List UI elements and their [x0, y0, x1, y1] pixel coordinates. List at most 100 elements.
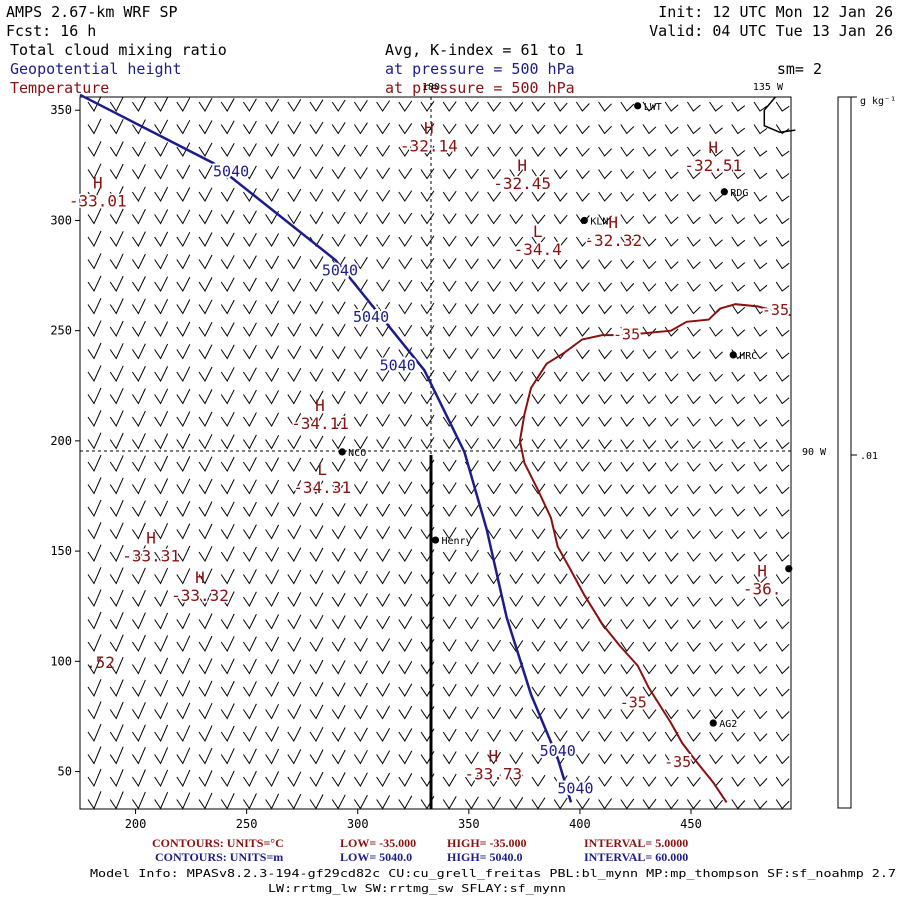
wind-barb	[731, 146, 746, 157]
wind-barb	[575, 551, 590, 562]
wind-barb	[176, 702, 191, 720]
wind-barb	[398, 414, 413, 427]
wind-barb	[353, 256, 368, 270]
wind-barb	[331, 346, 346, 360]
wind-barb	[509, 236, 524, 247]
wind-barb	[753, 101, 768, 112]
wind-barb	[753, 484, 768, 495]
wind-barb	[442, 751, 457, 765]
wind-barb	[598, 798, 613, 810]
wind-barb	[686, 641, 701, 652]
wind-barb	[287, 390, 302, 405]
wind-barb	[620, 236, 635, 247]
wind-barb	[775, 281, 790, 292]
wind-barb	[442, 213, 457, 225]
y-axis-tick-label: 50	[58, 765, 72, 779]
wind-barb	[265, 367, 280, 382]
wind-barb	[664, 146, 679, 157]
wind-barb	[553, 191, 568, 202]
wind-barb	[287, 592, 302, 607]
wind-barb	[220, 322, 235, 337]
wind-barb	[664, 596, 679, 607]
wind-barb	[154, 186, 169, 202]
wind-barb	[553, 461, 568, 472]
wind-barb	[109, 118, 124, 135]
wind-barb	[709, 664, 723, 675]
wind-barb	[109, 343, 124, 360]
wind-barb	[220, 792, 235, 810]
wind-barb	[353, 593, 368, 607]
wind-barb	[309, 144, 324, 157]
wind-barb	[642, 281, 657, 292]
wind-barb	[265, 502, 280, 517]
wind-barb	[131, 96, 146, 112]
wind-barb	[753, 326, 768, 337]
wind-barb	[753, 551, 768, 562]
wind-barb	[509, 752, 524, 765]
wind-barb	[331, 615, 346, 630]
wind-barb	[709, 101, 723, 112]
wind-barb	[753, 596, 768, 607]
wind-barb	[620, 416, 635, 427]
extremum-value: -32.14	[400, 136, 458, 155]
colorbar-tick-label: .01	[860, 451, 878, 462]
wind-barb	[598, 169, 612, 180]
forecast-hour: Fcst: 16 h	[6, 22, 96, 40]
wind-barb	[464, 325, 479, 337]
wind-barb	[664, 326, 679, 337]
wind-barb	[309, 592, 324, 607]
wind-barb	[775, 484, 790, 495]
wind-barb	[331, 166, 346, 180]
wind-barb	[442, 571, 457, 585]
wind-barb	[442, 258, 457, 270]
wind-barb	[154, 410, 169, 428]
extremum-kind: H	[93, 173, 103, 192]
wind-barb	[598, 304, 612, 315]
wind-barb	[376, 324, 391, 337]
wind-barb	[531, 640, 546, 652]
height-contour-label: 5040	[353, 308, 389, 326]
wind-barb	[87, 96, 102, 113]
wind-barb	[154, 478, 169, 495]
wind-barb	[420, 347, 435, 360]
wind-barb	[398, 436, 413, 450]
wind-barb	[686, 146, 701, 157]
wind-barb	[598, 753, 613, 765]
wind-barb	[242, 591, 257, 607]
wind-barb	[487, 370, 502, 382]
wind-barb	[131, 702, 146, 720]
wind-barb	[398, 324, 413, 337]
wind-barb	[398, 526, 413, 540]
wind-barb	[620, 281, 635, 292]
wind-barb	[376, 391, 391, 405]
wind-barb	[487, 191, 501, 202]
wind-barb	[442, 684, 457, 697]
wind-barb	[242, 143, 257, 157]
wind-barb	[464, 101, 479, 112]
x-axis-tick-label: 300	[347, 817, 369, 831]
wind-barb	[598, 663, 613, 675]
wind-barb	[575, 304, 590, 315]
wind-barb	[553, 394, 568, 405]
wind-barb	[442, 370, 457, 382]
wind-barb	[509, 774, 524, 787]
wind-barb	[109, 298, 124, 315]
wind-barb	[87, 410, 102, 428]
wind-barb	[464, 706, 479, 720]
wind-barb	[753, 506, 768, 517]
meridian-135w-label: 135 W	[753, 82, 784, 93]
extremum-value: -32.45	[493, 174, 551, 193]
wind-barb	[309, 547, 324, 562]
field-geopotential: Geopotential height	[10, 60, 182, 78]
wind-barb	[398, 504, 413, 517]
wind-barb	[598, 551, 612, 562]
height-contour-label: 5040	[380, 356, 416, 374]
wind-barb	[398, 593, 413, 607]
wind-barb	[442, 101, 457, 112]
pressure-level-height: at pressure = 500 hPa	[385, 60, 575, 78]
wind-barb	[442, 325, 457, 337]
wind-barb	[731, 799, 746, 810]
wind-barb	[686, 236, 701, 247]
wind-barb	[287, 502, 302, 517]
wind-barb	[87, 723, 102, 743]
